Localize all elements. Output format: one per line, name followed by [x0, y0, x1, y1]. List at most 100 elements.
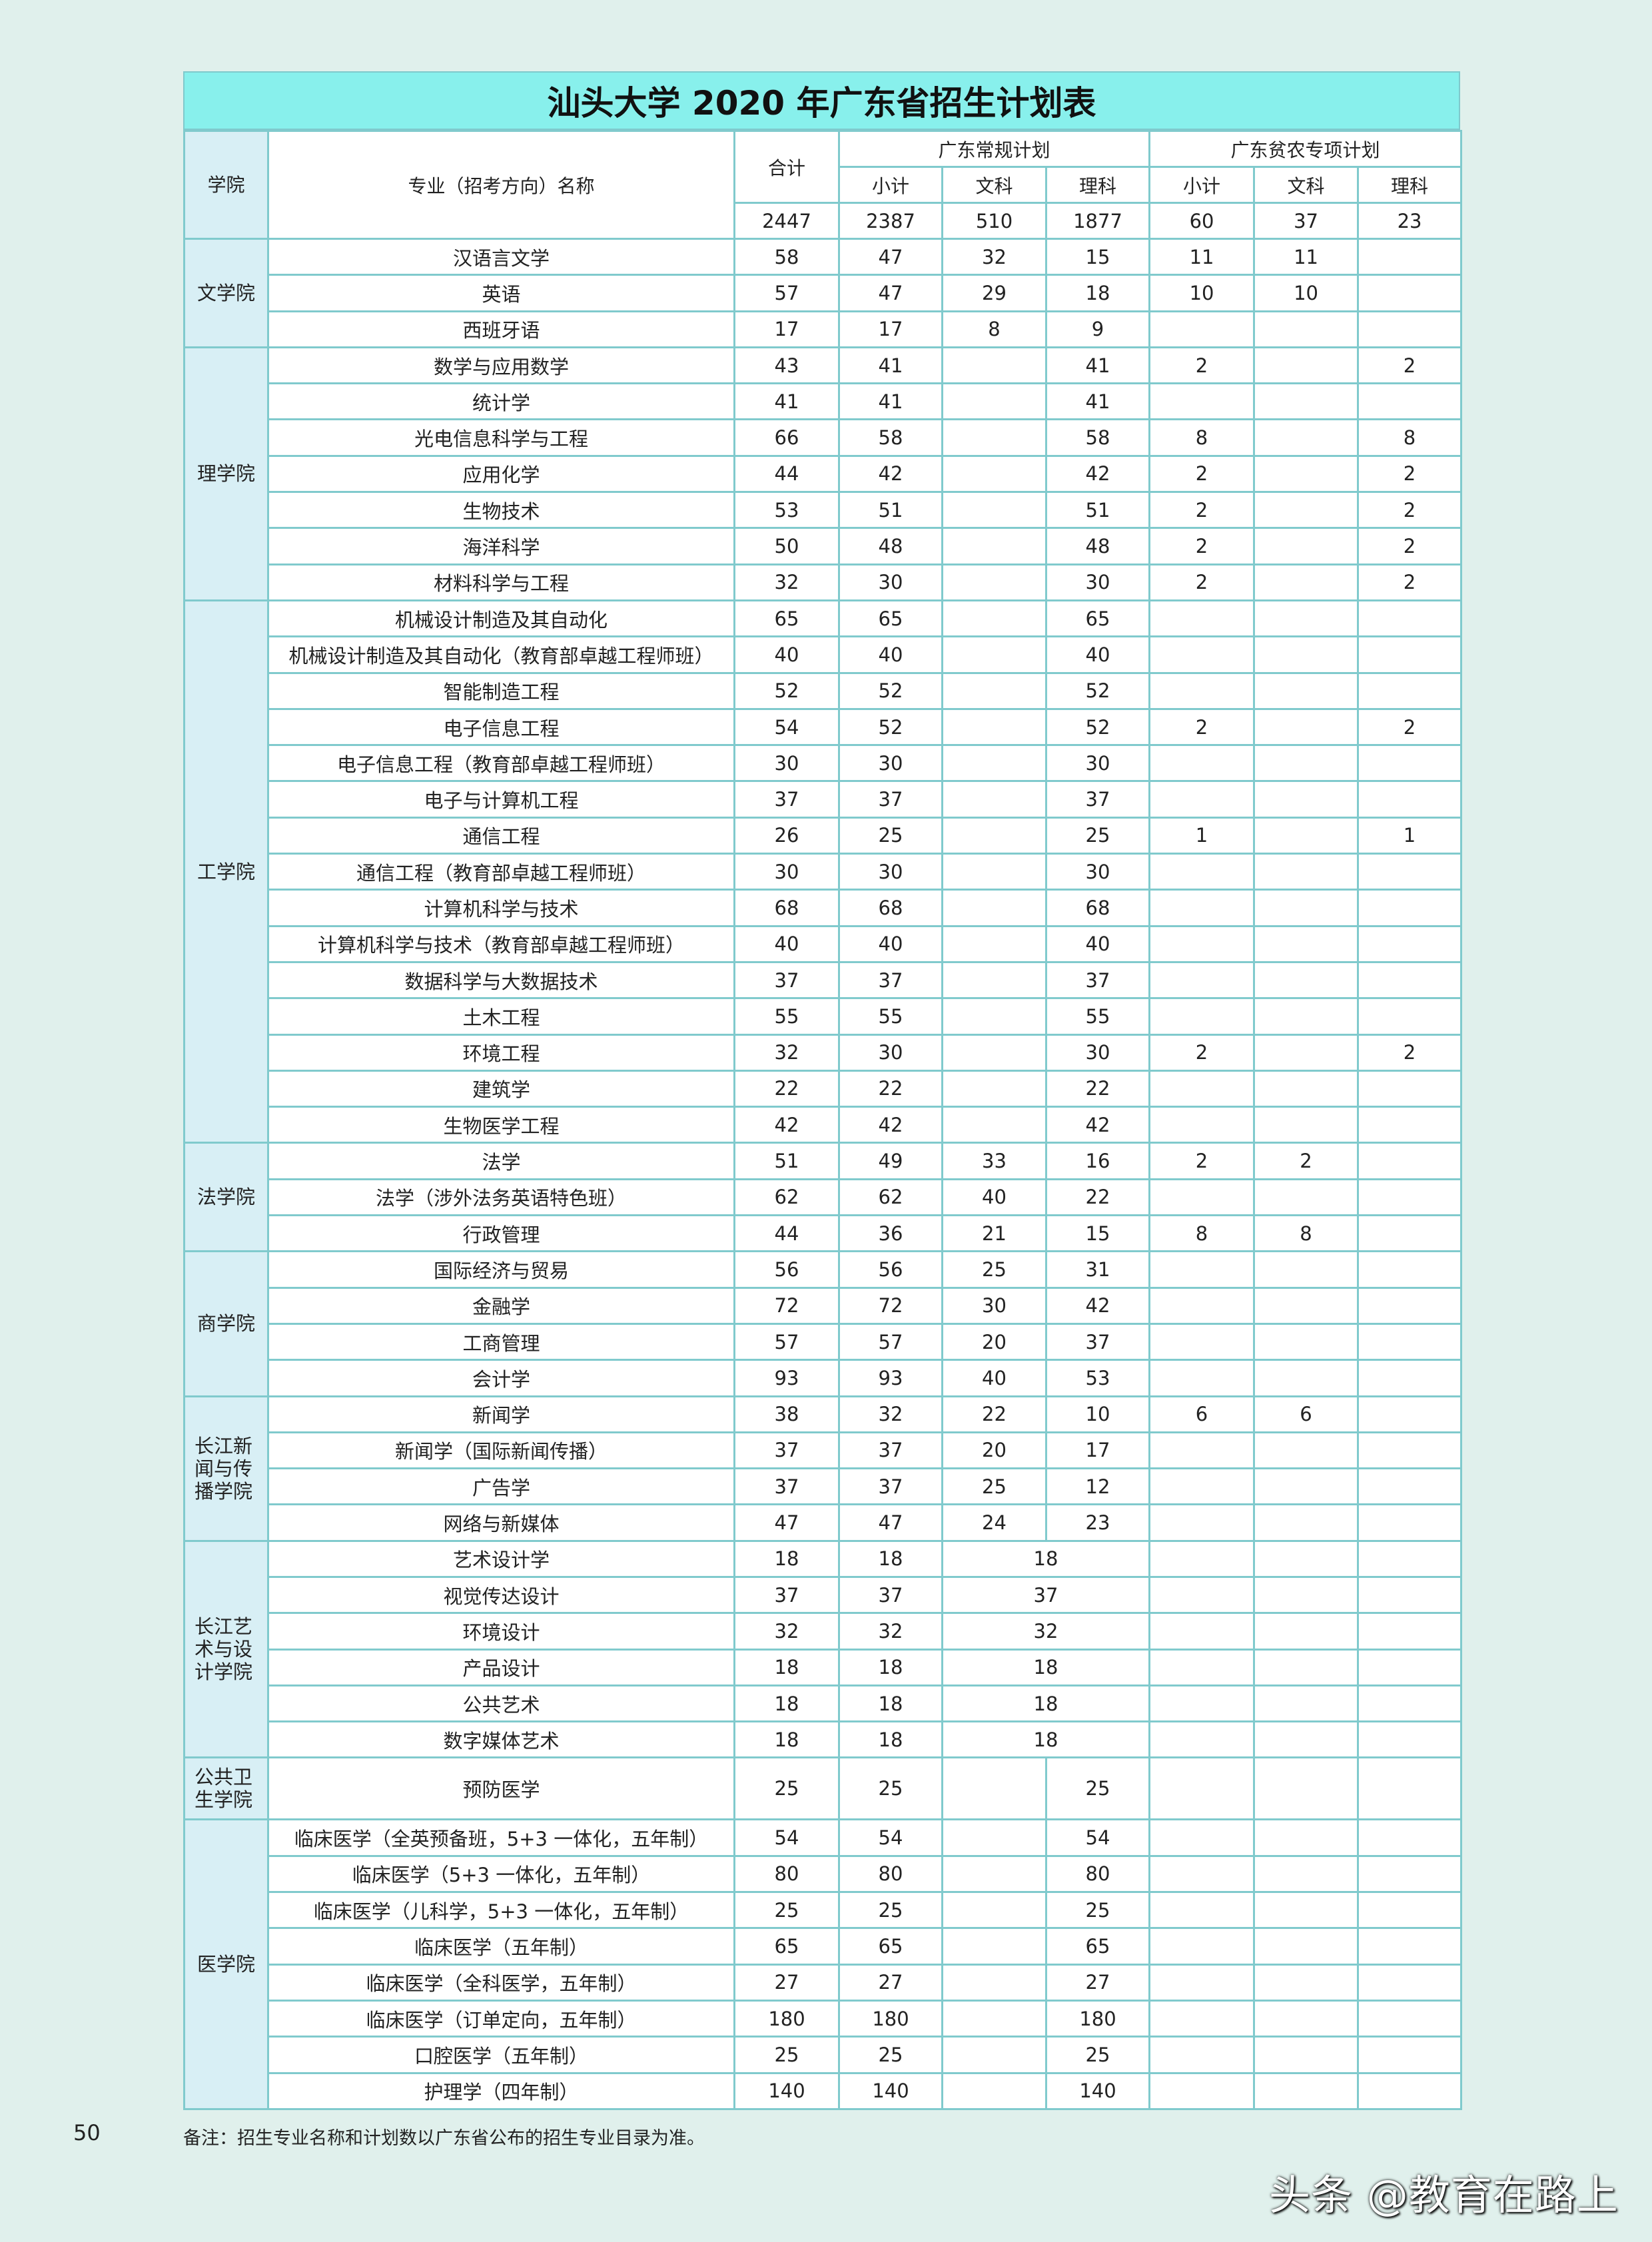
cell-total: 37	[733, 960, 840, 1000]
cell-regular-li: 16	[1044, 1142, 1151, 1180]
cell-major: 新闻学（国际新闻传播）	[267, 1431, 735, 1470]
cell-poverty-subtotal: 8	[1148, 1214, 1256, 1253]
cell-poverty-wen	[1253, 1431, 1360, 1470]
cell-regular-subtotal: 37	[838, 1431, 943, 1470]
cell-total: 40	[733, 925, 840, 963]
cell-regular-subtotal: 62	[838, 1178, 943, 1217]
cell-poverty-li	[1357, 635, 1463, 674]
cell-regular-wen-li: 18	[941, 1720, 1151, 1759]
cell-poverty-subtotal	[1148, 997, 1256, 1036]
cell-poverty-subtotal: 2	[1148, 1142, 1256, 1180]
table-row: 光电信息科学与工程 66 58 58 8 8	[185, 418, 1463, 457]
cell-regular-subtotal: 48	[838, 527, 943, 565]
cell-regular-subtotal: 58	[838, 418, 943, 457]
cell-total: 30	[733, 853, 840, 891]
cell-poverty-wen	[1253, 418, 1360, 457]
grand-total-total: 2447	[733, 202, 840, 240]
cell-poverty-subtotal	[1148, 853, 1256, 891]
cell-total: 80	[733, 1854, 840, 1894]
cell-regular-subtotal: 40	[838, 925, 943, 963]
cell-total: 25	[733, 1891, 840, 1930]
cell-poverty-wen	[1253, 889, 1360, 927]
cell-total: 47	[733, 1503, 840, 1542]
cell-regular-li: 17	[1044, 1431, 1151, 1470]
cell-total: 65	[733, 599, 840, 638]
cell-total: 18	[733, 1539, 840, 1578]
cell-regular-wen: 8	[941, 310, 1047, 348]
cell-poverty-subtotal: 2	[1148, 454, 1256, 494]
cell-total: 57	[733, 274, 840, 312]
cell-regular-wen	[941, 2071, 1047, 2110]
table-row: 金融学 72 72 30 42	[185, 1286, 1463, 1325]
table-row: 电子信息工程 54 52 52 2 2	[185, 707, 1463, 747]
cell-regular-wen: 20	[941, 1431, 1047, 1470]
table-title: 汕头大学 2020 年广东省招生计划表	[183, 71, 1460, 130]
cell-poverty-wen	[1253, 780, 1360, 819]
watermark: 头条 @教育在路上	[1269, 2171, 1619, 2219]
cell-poverty-li	[1357, 1818, 1463, 1857]
cell-major: 数据科学与大数据技术	[267, 960, 735, 1000]
cell-total: 37	[733, 1467, 840, 1506]
cell-poverty-li	[1357, 599, 1463, 638]
cell-total: 32	[733, 1033, 840, 1072]
cell-total: 72	[733, 1286, 840, 1325]
cell-major: 通信工程	[267, 816, 735, 855]
college-name: 商学院	[183, 1250, 269, 1397]
cell-major: 广告学	[267, 1467, 735, 1506]
cell-poverty-li	[1357, 853, 1463, 891]
cell-poverty-wen	[1253, 382, 1360, 421]
cell-poverty-li: 2	[1357, 563, 1463, 601]
cell-regular-subtotal: 93	[838, 1359, 943, 1397]
cell-major: 法学	[267, 1142, 735, 1180]
cell-poverty-subtotal	[1148, 1106, 1256, 1144]
cell-total: 53	[733, 491, 840, 530]
cell-regular-li: 15	[1044, 237, 1151, 276]
cell-poverty-subtotal	[1148, 1756, 1256, 1821]
header-regular-li: 理科	[1044, 166, 1151, 204]
cell-poverty-wen	[1253, 1720, 1360, 1759]
cell-regular-subtotal: 25	[838, 1891, 943, 1930]
table-row: 理学院 数学与应用数学 43 41 41 2 2	[183, 346, 1463, 601]
cell-poverty-subtotal: 2	[1148, 707, 1256, 747]
cell-major: 网络与新媒体	[267, 1503, 735, 1542]
cell-major: 土木工程	[267, 997, 735, 1036]
cell-poverty-wen	[1253, 1999, 1360, 2038]
cell-regular-wen: 21	[941, 1214, 1047, 1253]
cell-poverty-wen	[1253, 527, 1360, 565]
table-row: 工学院 机械设计制造及其自动化 65 65 65	[183, 599, 1463, 1144]
cell-regular-li: 40	[1044, 635, 1151, 674]
cell-poverty-wen	[1253, 1503, 1360, 1542]
cell-poverty-li	[1357, 1359, 1463, 1397]
table-row: 长江新闻与传播学院 新闻学 38 32 22 10 6 6	[183, 1395, 1463, 1542]
cell-regular-subtotal: 57	[838, 1322, 943, 1361]
cell-poverty-wen	[1253, 2036, 1360, 2074]
cell-poverty-li	[1357, 1720, 1463, 1759]
table-row: 电子信息工程（教育部卓越工程师班） 30 30 30	[185, 744, 1463, 783]
cell-poverty-wen: 8	[1253, 1214, 1360, 1253]
cell-regular-wen: 24	[941, 1503, 1047, 1542]
cell-poverty-wen: 2	[1253, 1142, 1360, 1180]
cell-regular-li: 23	[1044, 1503, 1151, 1542]
cell-regular-subtotal: 25	[838, 1756, 943, 1821]
cell-regular-subtotal: 65	[838, 1927, 943, 1966]
cell-total: 27	[733, 1963, 840, 2002]
table-row: 电子与计算机工程 37 37 37	[185, 780, 1463, 819]
cell-regular-subtotal: 32	[838, 1395, 943, 1433]
cell-regular-subtotal: 140	[838, 2071, 943, 2110]
cell-poverty-wen: 11	[1253, 237, 1360, 276]
cell-total: 32	[733, 1612, 840, 1651]
cell-poverty-li	[1357, 1214, 1463, 1253]
cell-poverty-li	[1357, 1539, 1463, 1578]
cell-regular-wen	[941, 1818, 1047, 1857]
cell-regular-subtotal: 42	[838, 454, 943, 494]
cell-poverty-wen	[1253, 1575, 1360, 1615]
cell-regular-wen: 22	[941, 1395, 1047, 1433]
cell-poverty-wen	[1253, 346, 1360, 385]
cell-regular-wen	[941, 889, 1047, 927]
cell-poverty-wen	[1253, 310, 1360, 348]
cell-poverty-li	[1357, 1891, 1463, 1930]
cell-regular-li: 80	[1044, 1854, 1151, 1894]
header-regular-plan: 广东常规计划	[837, 130, 1151, 168]
cell-regular-li: 53	[1044, 1359, 1151, 1397]
cell-regular-wen	[941, 1927, 1047, 1966]
